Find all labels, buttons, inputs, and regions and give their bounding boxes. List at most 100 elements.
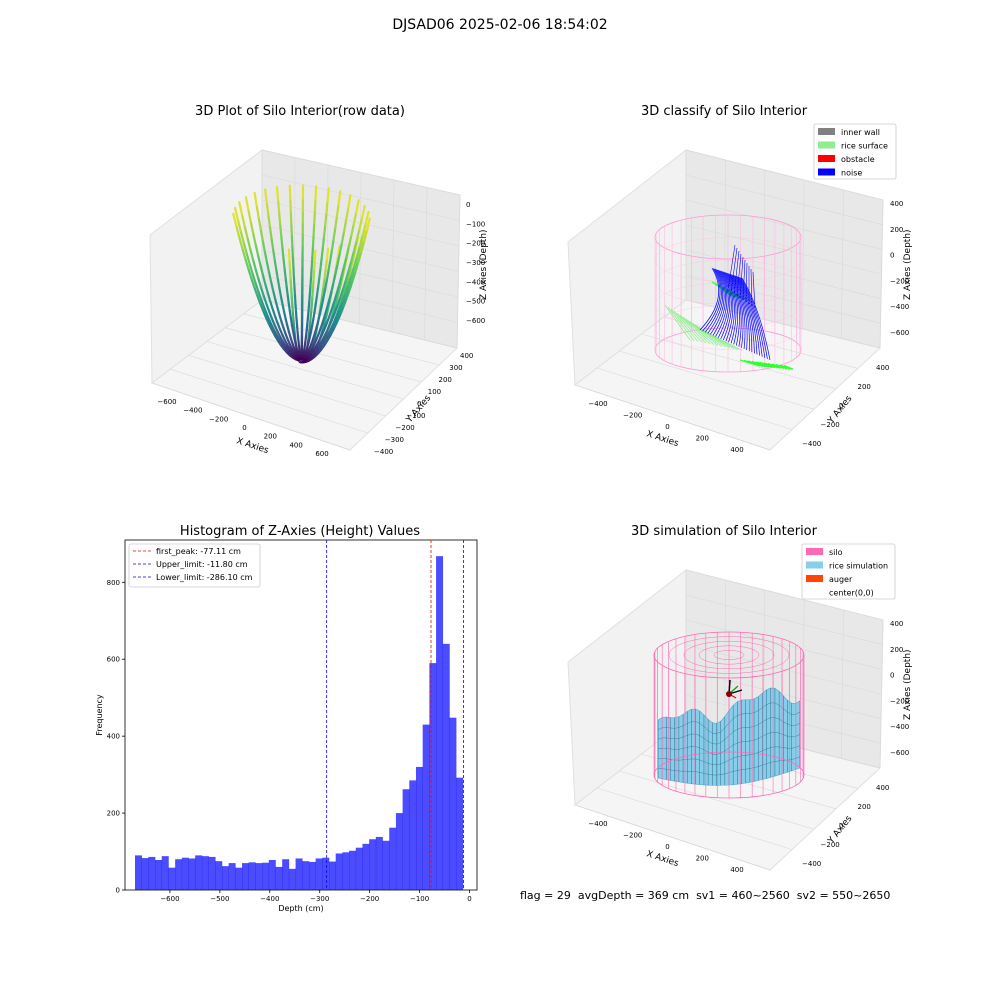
plot4-title: 3D simulation of Silo Interior	[631, 524, 817, 539]
scan-segment	[244, 257, 250, 270]
scan-segment	[273, 314, 279, 324]
scan-segment	[241, 246, 247, 260]
scan-segment	[289, 316, 294, 326]
scan-segment	[309, 310, 313, 320]
rice-trace	[676, 312, 707, 344]
histogram-bar	[282, 859, 290, 890]
rice-trace	[679, 314, 711, 345]
noise-trace	[739, 277, 766, 358]
scan-segment	[291, 309, 295, 320]
y-tick-label: 400	[460, 352, 473, 360]
histogram-bar	[181, 857, 189, 890]
y-tick-label: 100	[428, 388, 441, 396]
legend-label: auger	[829, 575, 853, 584]
x-tick-label: 0	[242, 424, 246, 432]
scan-segment	[320, 294, 324, 305]
scan-segment	[358, 216, 364, 231]
scan-segment	[257, 289, 263, 301]
scan-segment	[321, 313, 327, 323]
scan-segment	[278, 211, 282, 226]
scan-segment	[251, 257, 257, 270]
x-axis-ticks: −400 −200 0 200 400	[588, 820, 743, 874]
histogram-bar	[195, 855, 203, 890]
noise-trace	[702, 268, 721, 332]
histogram-bar	[456, 777, 464, 890]
scan-segment	[265, 302, 271, 313]
scan-segment	[310, 303, 313, 313]
histogram-bar	[148, 856, 156, 890]
scan-segment	[330, 238, 335, 252]
scan-segment	[345, 245, 350, 259]
silo-wireframe-front	[653, 655, 805, 799]
histogram-bar	[288, 868, 296, 890]
scan-segment	[326, 187, 330, 203]
noise-trace	[722, 271, 734, 342]
scan-segment	[330, 301, 336, 312]
scan-segment	[325, 247, 330, 261]
x-tick-label: 0	[665, 423, 669, 431]
histogram-bar	[134, 855, 142, 890]
grid-line	[685, 619, 883, 670]
histogram-bar	[329, 861, 337, 890]
scan-segment	[259, 298, 266, 309]
scan-segment	[335, 308, 341, 318]
legend-frame	[813, 123, 897, 180]
grid-line	[574, 804, 771, 871]
noise-trace	[736, 253, 742, 297]
scan-segment	[270, 236, 275, 250]
scan-segment	[339, 304, 345, 315]
scan-segment	[317, 311, 322, 322]
scan-segment	[338, 241, 344, 255]
y-axis-ticks: −400 −200 0 200 400	[802, 784, 889, 868]
scan-segment	[344, 284, 350, 295]
scan-segment	[330, 281, 335, 293]
scan-segment	[334, 215, 339, 230]
scan-segment	[288, 309, 292, 319]
scan-segment	[329, 249, 334, 262]
histogram-bar	[255, 863, 263, 890]
scan-segment	[321, 285, 325, 297]
scan-segment	[347, 194, 352, 209]
scan-segment	[329, 321, 335, 331]
scan-segment	[254, 243, 260, 257]
scan-segment	[252, 285, 259, 296]
scan-segment	[338, 300, 344, 311]
scan-segment	[306, 309, 310, 319]
scan-segment	[276, 277, 281, 289]
scan-segment	[287, 248, 291, 261]
scan-segment	[287, 301, 291, 312]
scan-segment	[333, 318, 339, 328]
scan-segment	[336, 296, 342, 308]
scan-segment	[313, 249, 317, 262]
scan-segment	[319, 304, 323, 315]
noise-trace	[741, 277, 771, 361]
scan-segment	[334, 297, 339, 307]
z-tick-label: −200	[890, 277, 909, 285]
scan-segment	[352, 239, 358, 253]
histogram-bar	[228, 863, 236, 890]
y-axis-label: Frequency	[95, 694, 104, 736]
y-tick-label: 600	[107, 656, 120, 664]
scan-segment	[238, 201, 244, 216]
y-tick-label: 200	[858, 803, 871, 811]
noise-trace	[725, 272, 737, 344]
scan-segment	[335, 284, 340, 296]
z-tick-label: −400	[890, 303, 909, 311]
rice-trace	[779, 364, 791, 370]
grid-line	[685, 174, 883, 225]
x-tick-label: −200	[360, 895, 379, 903]
scan-segment	[249, 276, 256, 288]
scan-segment	[259, 286, 265, 297]
legend-label: rice simulation	[829, 562, 888, 571]
scan-segment	[291, 302, 294, 313]
status-footer: flag = 29 avgDepth = 369 cm sv1 = 460~25…	[520, 889, 890, 902]
plot2-title: 3D classify of Silo Interior	[640, 104, 808, 119]
scan-segment	[251, 271, 257, 284]
scan-segment	[271, 288, 277, 300]
grid-line	[685, 594, 883, 645]
grid-line	[619, 350, 815, 410]
scan-segment	[332, 272, 337, 284]
scan-segment	[249, 220, 255, 235]
scan-segment	[290, 222, 293, 236]
z-tick-label: 200	[890, 226, 903, 234]
